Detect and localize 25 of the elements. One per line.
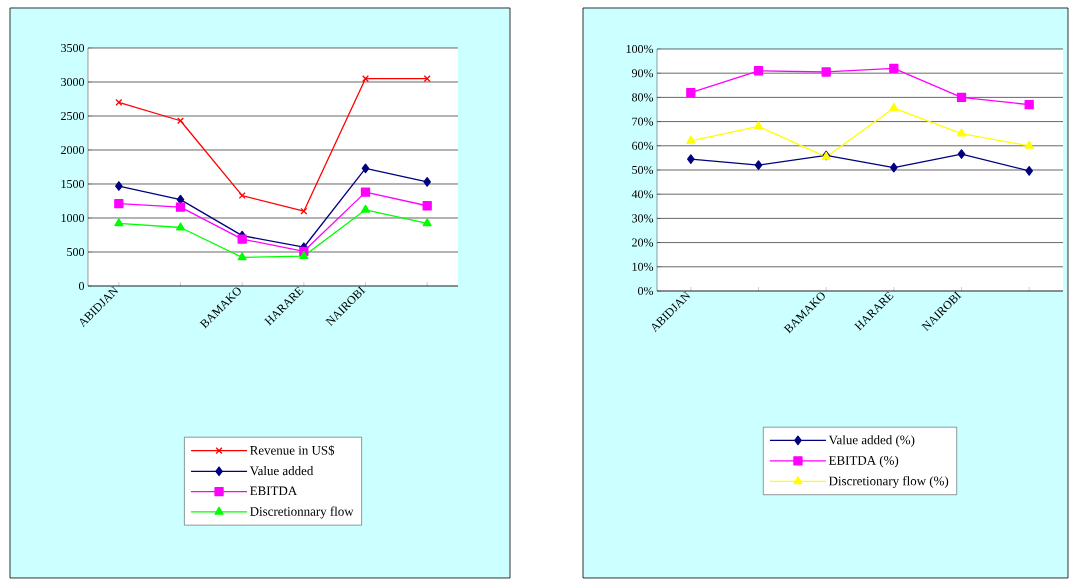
legend-label: EBITDA (%)	[828, 455, 899, 468]
y-tick-label: 2000	[61, 145, 85, 155]
y-tick-label: 90%	[631, 69, 654, 78]
y-tick-label: 1000	[61, 213, 85, 223]
legend-label: Value added (%)	[828, 435, 915, 447]
y-tick-label: 10%	[632, 262, 654, 271]
y-tick-label: 40%	[631, 190, 654, 199]
y-tick-label: 1500	[61, 179, 85, 189]
legend-label: Value added	[249, 466, 314, 476]
y-tick-label: 2500	[61, 111, 85, 121]
y-tick-label: 500	[67, 247, 85, 257]
y-tick-label: 50%	[632, 165, 654, 175]
legend-label: EBITDA	[250, 486, 298, 496]
y-tick-label: 30%	[632, 214, 654, 223]
y-tick-label: 3500	[61, 43, 85, 53]
y-tick-label: 80%	[632, 93, 654, 102]
y-tick-label: 0%	[638, 286, 654, 296]
legend-label: Discretionary flow (%)	[828, 476, 949, 489]
y-tick-label: 3000	[61, 77, 85, 87]
legend-label: Discretionnary flow	[250, 506, 354, 519]
y-tick-label: 100%	[626, 44, 654, 54]
y-tick-label: 70%	[632, 117, 654, 126]
y-tick-label: 20%	[632, 238, 654, 247]
y-tick-label: 60%	[632, 141, 654, 150]
legend-label: Revenue in US$	[250, 445, 335, 456]
